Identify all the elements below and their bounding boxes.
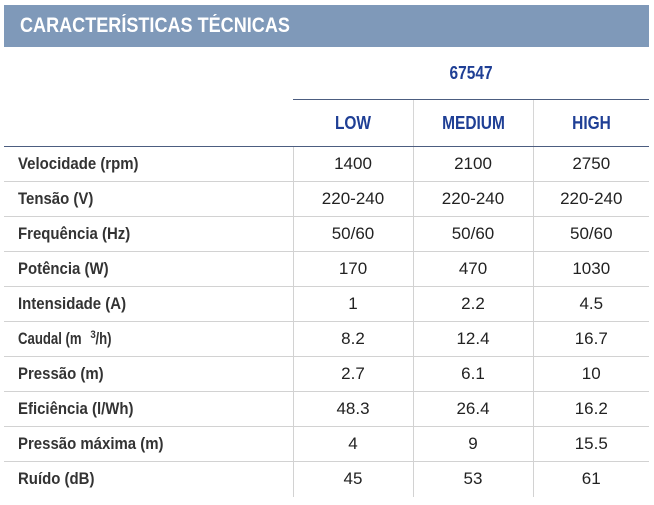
section-title: CARACTERÍSTICAS TÉCNICAS	[20, 14, 290, 37]
row-label: Potência (W)	[4, 251, 294, 287]
model-header-row: 67547	[4, 47, 650, 100]
table-row: Caudal (m 3/h) 8.2 12.4 16.7	[4, 321, 650, 357]
value-medium: 26.4	[413, 391, 534, 427]
table-row: Tensão (V) 220-240 220-240 220-240	[4, 181, 650, 217]
speed-high-header: HIGH	[533, 99, 650, 147]
value-high: 220-240	[533, 181, 650, 217]
table-row: Velocidade (rpm) 1400 2100 2750	[4, 146, 650, 182]
row-label-text: Tensão (V)	[18, 189, 94, 208]
table-row: Pressão (m) 2.7 6.1 10	[4, 356, 650, 392]
row-label-text: Eficiência (l/Wh)	[18, 399, 134, 418]
value-medium: 12.4	[413, 321, 534, 357]
table-row: Intensidade (A) 1 2.2 4.5	[4, 286, 650, 322]
value-high: 10	[533, 356, 650, 392]
value-high: 16.7	[533, 321, 650, 357]
model-number-text: 67547	[449, 62, 493, 83]
speed-header-row: LOW MEDIUM HIGH	[4, 99, 650, 147]
table-row: Eficiência (l/Wh) 48.3 26.4 16.2	[4, 391, 650, 427]
value-low: 1	[293, 286, 414, 322]
speed-low-label: LOW	[334, 112, 371, 133]
value-medium: 9	[413, 426, 534, 462]
value-low: 50/60	[293, 216, 414, 252]
row-label: Intensidade (A)	[4, 286, 294, 322]
row-label: Pressão (m)	[4, 356, 294, 392]
row-label-part: /h)	[95, 329, 112, 349]
value-medium: 6.1	[413, 356, 534, 392]
row-label: Pressão máxima (m)	[4, 426, 294, 462]
row-label: Eficiência (l/Wh)	[4, 391, 294, 427]
value-high: 50/60	[533, 216, 650, 252]
value-low: 48.3	[293, 391, 414, 427]
row-label-text: Pressão máxima (m)	[18, 434, 164, 453]
row-label-text: Caudal (m 3/h)	[18, 329, 114, 350]
value-high: 2750	[533, 146, 650, 182]
value-medium: 53	[413, 461, 534, 497]
speed-medium-label: MEDIUM	[441, 112, 505, 133]
value-low: 8.2	[293, 321, 414, 357]
speed-low-header: LOW	[293, 99, 414, 147]
table-row: Ruído (dB) 45 53 61	[4, 461, 649, 497]
row-label-text: Velocidade (rpm)	[18, 154, 139, 173]
value-medium: 2.2	[413, 286, 534, 322]
table-row: Pressão máxima (m) 4 9 15.5	[4, 426, 650, 462]
speed-medium-header: MEDIUM	[413, 99, 534, 147]
model-number: 67547	[293, 47, 650, 100]
value-low: 4	[293, 426, 414, 462]
speed-high-label: HIGH	[571, 112, 611, 133]
row-label: Velocidade (rpm)	[4, 146, 294, 182]
value-low: 45	[293, 461, 414, 497]
value-low: 170	[293, 251, 414, 287]
value-high: 16.2	[533, 391, 650, 427]
row-label: Ruído (dB)	[4, 461, 294, 497]
value-high: 1030	[533, 251, 650, 287]
row-label-text: Potência (W)	[18, 259, 109, 278]
value-medium: 2100	[413, 146, 534, 182]
value-low: 220-240	[293, 181, 414, 217]
row-label: Tensão (V)	[4, 181, 294, 217]
row-label-text: Pressão (m)	[18, 364, 104, 383]
empty-corner	[4, 47, 293, 100]
row-label-text: Ruído (dB)	[18, 469, 95, 489]
title-bar: CARACTERÍSTICAS TÉCNICAS	[4, 5, 649, 47]
spec-table: 67547 LOW MEDIUM HIGH Velocidade (rpm) 1…	[4, 47, 650, 497]
spec-panel: CARACTERÍSTICAS TÉCNICAS 67547 LOW MEDIU…	[4, 5, 650, 502]
row-label-text: Intensidade (A)	[18, 294, 127, 313]
row-label: Caudal (m 3/h)	[4, 321, 294, 357]
row-label: Frequência (Hz)	[4, 216, 294, 252]
value-medium: 470	[413, 251, 534, 287]
table-row: Potência (W) 170 470 1030	[4, 251, 650, 287]
row-label-text: Frequência (Hz)	[18, 224, 131, 243]
value-high: 61	[581, 469, 601, 489]
value-low: 1400	[293, 146, 414, 182]
table-row: Frequência (Hz) 50/60 50/60 50/60	[4, 216, 650, 252]
value-high: 4.5	[533, 286, 650, 322]
value-low: 2.7	[293, 356, 414, 392]
row-label-part: Caudal (m	[18, 329, 82, 349]
row-label-superscript: 3	[90, 328, 96, 341]
value-medium: 50/60	[413, 216, 534, 252]
value-medium: 220-240	[413, 181, 534, 217]
empty-corner-2	[4, 99, 293, 147]
value-high: 15.5	[533, 426, 650, 462]
